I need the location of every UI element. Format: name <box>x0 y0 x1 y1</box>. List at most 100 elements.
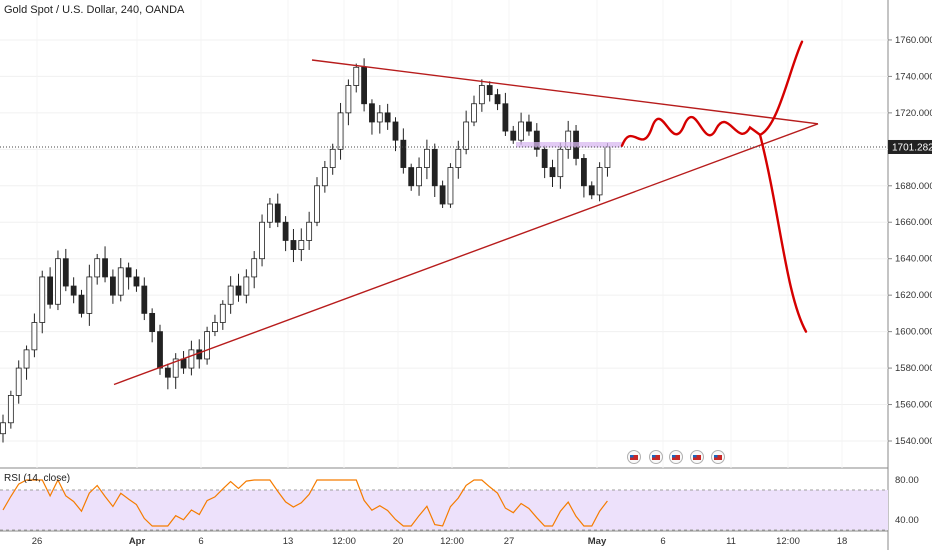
x-tick-label: 13 <box>283 536 294 547</box>
candle-body <box>463 121 470 150</box>
y-tick-label: 1740.000 <box>895 71 932 82</box>
candle-body <box>384 112 391 123</box>
candle-body <box>439 185 446 205</box>
candle-body <box>62 258 69 287</box>
candle-body <box>581 158 587 187</box>
candle-body <box>345 85 352 114</box>
candle-body <box>588 185 595 196</box>
candle-body <box>235 285 242 296</box>
candle-body <box>541 148 548 168</box>
event-flag-canton <box>630 455 634 458</box>
candle-body <box>110 276 116 296</box>
x-tick-label: 12:00 <box>440 536 464 547</box>
price-axis: 1540.000 1560.000 1580.000 1600.000 1620.000… <box>888 35 932 447</box>
last-price-label: 1701.282 <box>892 142 932 153</box>
event-flag-icon <box>652 455 660 460</box>
candle-body <box>243 276 250 296</box>
candle-body <box>282 221 289 241</box>
candle-body <box>361 66 368 105</box>
candle-body <box>526 121 532 132</box>
candle-body <box>274 203 281 223</box>
candle-body <box>471 103 477 123</box>
candle-body <box>478 85 485 105</box>
candle-body <box>219 303 226 323</box>
candle-body <box>141 285 148 314</box>
candle-body <box>502 103 509 132</box>
candle-body <box>70 285 77 296</box>
candle-body <box>164 367 171 378</box>
resistance-zone <box>516 142 622 148</box>
candle-body <box>510 130 517 141</box>
candle-body <box>447 167 454 205</box>
candle-body <box>416 167 422 187</box>
candle-body <box>15 367 22 396</box>
event-icons <box>627 450 725 464</box>
candle-body <box>39 276 46 323</box>
candle-body <box>565 130 572 150</box>
y-tick-label: 1580.000 <box>895 363 932 374</box>
candle-body <box>188 349 195 369</box>
candle-body <box>604 146 611 168</box>
event-flag-canton <box>714 455 718 458</box>
last-price-tag <box>888 139 932 154</box>
candle-body <box>7 395 14 424</box>
candle-body <box>596 167 603 196</box>
event-flag-icon <box>714 455 722 460</box>
candle-body <box>557 148 564 178</box>
candle-body <box>196 349 203 360</box>
x-tick-label: 20 <box>393 536 404 547</box>
y-tick-label: 1680.000 <box>895 181 932 192</box>
x-tick-label: 6 <box>198 536 203 547</box>
rsi-tick-label: 40.00 <box>895 515 919 526</box>
x-tick-label: May <box>588 536 607 547</box>
time-axis: 26 Apr 6 13 12:00 20 12:00 27 May 6 11 12:00 18 <box>32 536 848 547</box>
y-tick-label: 1620.000 <box>895 290 932 301</box>
x-tick-label: 12:00 <box>776 536 800 547</box>
rsi-tick-label: 80.00 <box>895 475 919 486</box>
candle-body <box>455 148 462 168</box>
lower-trendline <box>113 123 819 386</box>
candle-body <box>298 240 305 250</box>
candle-body <box>392 121 399 141</box>
candle-body <box>518 121 524 141</box>
candle-body <box>376 112 383 123</box>
rsi-title: RSI (14, close) <box>4 473 71 484</box>
candle-body <box>251 258 258 278</box>
candle-body <box>266 203 273 223</box>
candle-body <box>486 85 493 96</box>
price-pane <box>0 0 888 468</box>
x-tick-label: Apr <box>129 536 146 547</box>
x-tick-label: 12:00 <box>332 536 356 547</box>
candle-body <box>0 422 6 435</box>
event-flag-icon <box>693 455 701 460</box>
x-tick-label: 26 <box>32 536 43 547</box>
candle-body <box>321 167 328 187</box>
x-tick-label: 18 <box>837 536 848 547</box>
candle-body <box>94 258 101 278</box>
candle-body <box>78 294 85 314</box>
drawings <box>0 40 888 386</box>
candle-body <box>337 112 344 150</box>
candle-body <box>23 349 30 369</box>
y-tick-label: 1760.000 <box>895 35 932 46</box>
upper-trendline <box>311 59 819 125</box>
breakdown-projection <box>758 133 808 333</box>
candle-body <box>408 167 415 187</box>
y-tick-label: 1560.000 <box>895 400 932 411</box>
rsi-pane: 40.00 80.00 <box>0 475 919 531</box>
candle-body <box>55 258 61 305</box>
candle-body <box>149 312 156 333</box>
candle-body <box>133 276 140 287</box>
candle-body <box>431 148 438 187</box>
candle-body <box>549 167 556 178</box>
candle-body <box>533 130 540 150</box>
chart-title: Gold Spot / U.S. Dollar, 240, OANDA <box>4 4 185 16</box>
candle-body <box>212 322 218 333</box>
candles <box>0 58 611 443</box>
consolidation-projection <box>620 116 762 147</box>
x-tick-label: 6 <box>660 536 665 547</box>
y-tick-label: 1540.000 <box>895 436 932 447</box>
y-tick-label: 1600.000 <box>895 327 932 338</box>
